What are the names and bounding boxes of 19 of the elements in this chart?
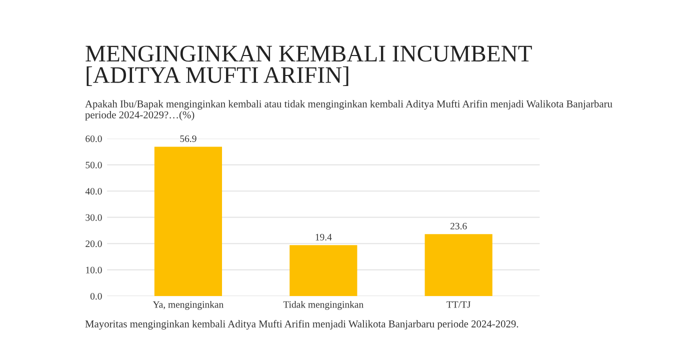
chart-title: MENGINGINKAN KEMBALI INCUMBENT [ADITYA MUFTI ARIFIN] bbox=[86, 46, 532, 86]
x-tick-label: Ya, menginginkan bbox=[152, 300, 224, 310]
bar bbox=[424, 234, 492, 296]
data-label: 19.4 bbox=[316, 234, 332, 240]
bar bbox=[290, 245, 358, 296]
y-tick-label: 50.0 bbox=[86, 162, 102, 168]
x-tick-label: Tidak menginginkan bbox=[283, 300, 364, 310]
chart-subtitle: Apakah Ibu/Bapak menginginkan kembali atau tidak menginginkan kembali Aditya Mufti Arifin menjadi Walikota Banjarbaru periode 2024-2029?…(%) bbox=[85, 100, 612, 120]
bar bbox=[154, 146, 222, 296]
x-tick-label: TT/TJ bbox=[446, 301, 471, 308]
data-label: 23.6 bbox=[450, 222, 467, 230]
text: Mayoritas menginginkan kembali Aditya Mufti Arifin menjadi Walikota Banjarbaru periode 2024-2029. bbox=[85, 320, 518, 330]
data-label: 56.9 bbox=[180, 135, 196, 142]
y-tick-label: 40.0 bbox=[85, 188, 102, 195]
y-tick-label: 0.0 bbox=[90, 293, 102, 300]
y-tick-label: 60.0 bbox=[86, 136, 102, 142]
y-tick-label: 30.0 bbox=[86, 214, 102, 221]
y-tick-label: 20.0 bbox=[86, 240, 102, 248]
y-tick-label: 10.0 bbox=[86, 266, 102, 274]
